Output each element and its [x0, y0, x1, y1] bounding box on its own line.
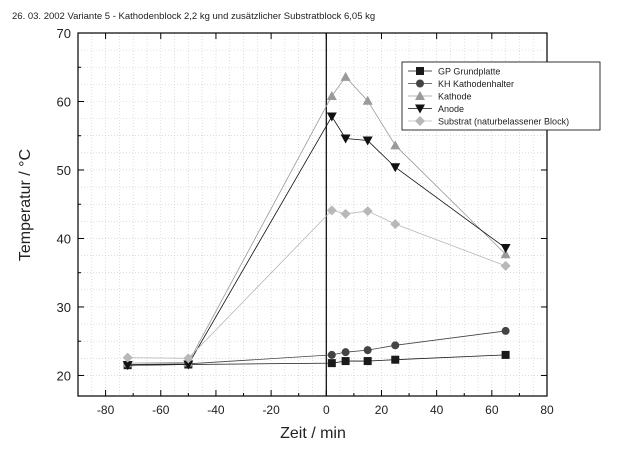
x-tick-label: 40 [430, 403, 444, 417]
chart-title: 26. 03. 2002 Variante 5 - Kathodenblock … [12, 11, 375, 22]
legend-label: GP Grundplatte [438, 67, 500, 77]
data-point [500, 244, 511, 254]
x-tick-label: -40 [207, 403, 225, 417]
data-point [390, 140, 401, 150]
legend-marker [415, 104, 425, 114]
y-tick-label: 50 [57, 163, 71, 178]
data-point [340, 208, 351, 219]
y-tick-label: 70 [57, 26, 71, 41]
legend-item: KH Kathodenhalter [408, 79, 514, 89]
data-point [362, 95, 373, 105]
x-tick-label: -20 [262, 403, 280, 417]
x-tick-label: 0 [323, 403, 330, 417]
legend-label: Kathode [438, 92, 472, 102]
y-tick-label: 40 [57, 231, 71, 246]
data-point [122, 361, 133, 371]
legend-label: KH Kathodenhalter [438, 79, 514, 89]
data-point [326, 205, 337, 216]
y-tick-label: 20 [57, 368, 71, 383]
data-point [362, 206, 373, 217]
data-point [501, 350, 510, 359]
data-point [363, 357, 372, 366]
data-point [500, 249, 511, 259]
data-point [391, 355, 400, 364]
data-point [183, 360, 194, 370]
x-tick-label: -60 [152, 403, 170, 417]
x-tick-label: -80 [97, 403, 115, 417]
y-tick-label: 30 [57, 300, 71, 315]
legend-item: Substrat (naturbelassener Block) [408, 116, 569, 127]
data-point [183, 353, 194, 364]
y-axis-label: Temperatur / °C [17, 149, 34, 261]
axis-ticks: -80 -60 -40 -20 0 20 40 60 80 20 30 40 50 60 70 [57, 26, 554, 417]
data-point [390, 163, 401, 173]
legend-marker [415, 91, 425, 100]
data-point [341, 357, 350, 366]
legend: GP Grundplatte KH Kathodenhalter Kathode An… [401, 61, 601, 131]
data-point [122, 352, 133, 363]
series-line [127, 115, 506, 366]
series-4 [122, 112, 511, 371]
data-point [340, 71, 351, 81]
data-point [501, 326, 510, 335]
data-point [327, 350, 336, 359]
data-point [340, 134, 351, 144]
data-point [326, 112, 337, 122]
legend-marker [415, 116, 425, 126]
x-axis-label: Zeit / min [280, 425, 346, 442]
legend-label: Anode [438, 104, 464, 114]
x-tick-label: 20 [375, 403, 389, 417]
legend-label: Substrat (naturbelassener Block) [438, 117, 569, 127]
data-point [341, 348, 350, 357]
data-point [326, 91, 337, 101]
legend-item: Anode [408, 104, 464, 114]
data-point [390, 219, 401, 230]
legend-item: Kathode [408, 91, 472, 102]
data-point [327, 359, 336, 368]
data-point [391, 341, 400, 350]
series-5 [122, 205, 511, 364]
data-point [363, 346, 372, 355]
data-point [500, 260, 511, 271]
series-line [127, 209, 506, 359]
x-tick-label: 60 [485, 403, 499, 417]
y-tick-label: 60 [57, 94, 71, 109]
series-1 [123, 350, 510, 370]
series-line [127, 330, 506, 365]
legend-items: GP Grundplatte KH Kathodenhalter Kathode An… [408, 67, 569, 127]
legend-item: GP Grundplatte [408, 67, 500, 77]
legend-marker [416, 79, 424, 88]
legend-marker [416, 67, 424, 75]
plot-area [77, 32, 548, 397]
x-tick-label: 80 [540, 403, 554, 417]
series-group [122, 71, 511, 371]
data-point [362, 136, 373, 146]
legend-box [401, 61, 601, 131]
